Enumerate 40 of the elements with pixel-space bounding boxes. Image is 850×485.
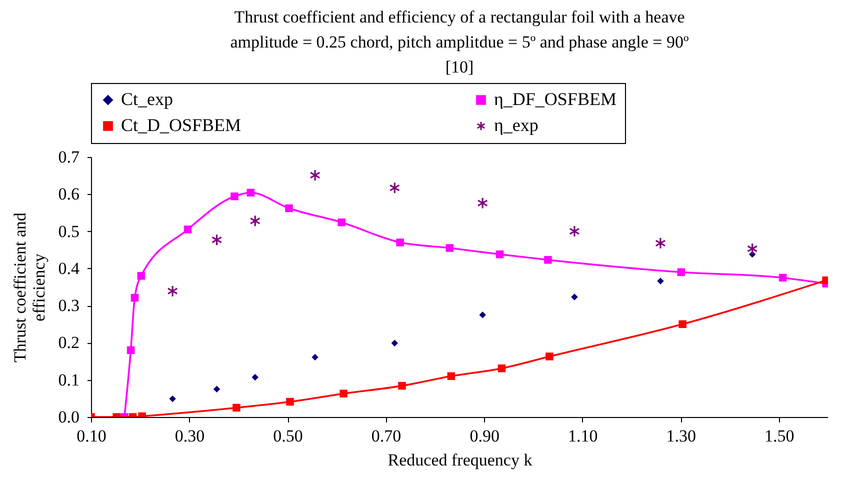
legend-label: Ct_exp [121,89,173,109]
point [310,169,320,182]
point [657,278,664,284]
legend-label: Ct_D_OSFBEM [121,115,242,135]
point [391,340,398,346]
legend-label: η_exp [494,115,538,135]
point [569,225,580,238]
x-tick-label: 0.70 [371,426,402,446]
point [479,312,486,318]
point [571,294,578,300]
x-tick-label: 0.50 [273,426,303,446]
point [169,395,176,402]
chart-title: Thrust coefficient and efficiency of a rectangular foil with a heave amplitude = 0.25 chord, pitch amplitdue = 5º and phase angle = 90º [10] [230,8,689,76]
point [655,237,666,250]
point [211,234,222,246]
point [213,386,220,392]
y-tick-label: 0.4 [58,258,80,278]
point [250,214,260,227]
y-tick-label: 0.5 [58,222,80,241]
y-tick-label: 0.0 [58,408,80,426]
y-axis-title: Thrust coefficient and efficiency [10,212,48,362]
point [252,374,258,381]
point [312,354,318,361]
x-tick-label: 0.90 [470,426,500,446]
y-tick-label: 0.1 [58,370,80,390]
x-tick-label: 1.50 [764,426,794,446]
x-tick-label: 1.10 [568,426,598,446]
x-axis-title: Reduced frequency k [388,450,533,470]
y-tick-label: 0.2 [58,333,80,352]
point [389,182,400,194]
x-tick-label: 0.30 [174,426,205,446]
y-tick-label: 0.6 [58,184,80,204]
x-tick-label: 0.10 [76,426,106,446]
legend-label: η_DF_OSFBEM [494,89,616,109]
point [477,197,488,210]
y-tick-label: 0.7 [58,148,80,166]
point [167,285,178,298]
y-tick-label: 0.3 [58,296,80,316]
x-tick-label: 1.30 [666,426,696,446]
point [746,242,758,255]
